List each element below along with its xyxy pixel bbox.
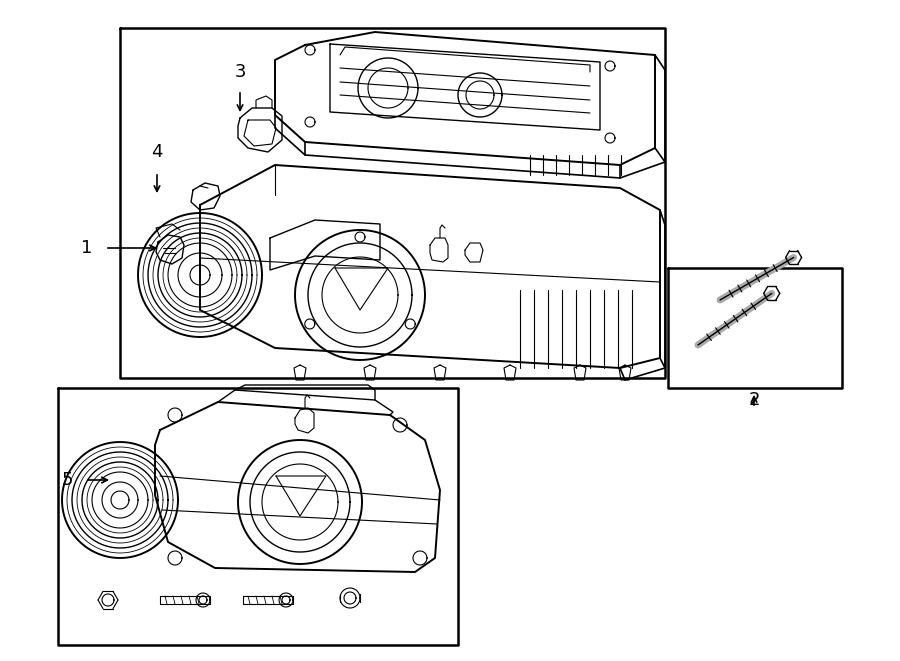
Text: 3: 3 — [234, 63, 246, 81]
Text: 1: 1 — [81, 239, 93, 257]
Text: 2: 2 — [748, 391, 760, 409]
Text: 5: 5 — [61, 471, 73, 489]
Text: 4: 4 — [151, 143, 163, 161]
